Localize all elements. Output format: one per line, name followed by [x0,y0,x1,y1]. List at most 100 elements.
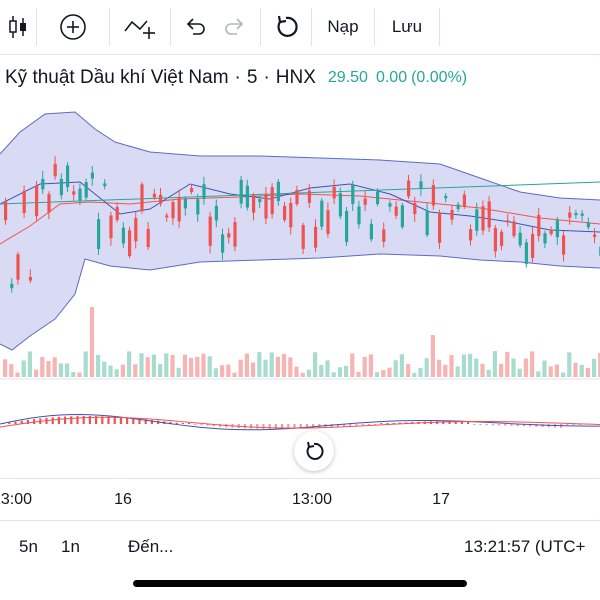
volume-bar [548,366,553,377]
volume-bar [381,370,386,377]
volume-bar [127,351,132,377]
volume-bar [232,372,237,377]
volume-bar [201,353,206,377]
volume-bar [207,356,212,377]
candle [16,251,20,285]
macd-bar [479,424,482,426]
candle [400,202,404,230]
range-5d-button[interactable]: 5n [19,537,38,556]
candle [78,183,82,206]
macd-bar [132,418,135,424]
volume-bar [114,369,119,377]
reset-chart-icon[interactable] [261,0,311,54]
volume-bar [598,352,600,377]
top-toolbar: Nạp Lưu [0,0,600,55]
candle [568,206,572,225]
go-to-date-button[interactable]: Đến... [128,537,174,556]
macd-bar [473,424,476,425]
candle [506,214,510,227]
candle [239,175,243,209]
candle [109,211,113,246]
separator-dot: · [263,67,270,88]
volume-bar [108,365,113,377]
candle [543,230,547,249]
volume-bar [412,372,417,377]
volume-bar [195,356,200,377]
macd-bar [349,424,352,426]
candle [4,197,8,225]
x-tick-label: 17 [432,491,450,508]
candle [481,200,485,236]
volume-bar [455,366,460,377]
candle [586,217,590,230]
macd-bar [454,420,457,424]
volume-bar [406,364,411,377]
volume-bar [486,369,491,377]
candle [593,228,597,244]
candle [332,179,336,205]
symbol-title[interactable]: Kỹ thuật Dầu khí Việt Nam [5,67,229,88]
volume-bar [269,352,274,377]
candle [35,180,39,222]
macd-bar [522,424,525,427]
macd-bar [150,419,153,424]
candle [574,209,578,219]
time-zone-clock[interactable]: 13:21:57 (UTC+ [464,537,586,556]
macd-histogram [2,416,581,429]
macd-bar [374,424,377,425]
candle [258,195,262,209]
macd-bar [188,423,191,424]
macd-bar [250,424,253,429]
candle [53,156,57,180]
volume-bar [468,353,473,377]
volume-bar [325,360,330,377]
candles [4,156,600,293]
add-indicator-icon[interactable] [37,0,109,54]
volume-bar [536,371,541,377]
range-1d-button[interactable]: 1n [61,537,80,556]
macd-bar [504,424,507,426]
candlestick-icon[interactable] [0,0,36,54]
macd-bar [20,420,23,424]
volume-bar [182,354,187,377]
macd-bar [57,416,60,424]
undo-icon[interactable] [176,0,216,54]
volume-bar [368,354,373,377]
x-tick-label: 16 [114,491,132,508]
volume-bar [170,354,175,377]
compare-icon[interactable] [110,0,170,54]
candle [419,174,423,197]
candle [47,191,51,220]
candle [469,224,473,246]
candle [369,219,373,242]
candle [264,186,268,225]
macd-bar [194,424,197,425]
price-chart[interactable] [0,94,600,478]
candle [493,224,497,258]
macd-bar [175,422,178,424]
volume-bar [52,357,57,377]
macd-bar [82,416,85,424]
candle [376,188,380,207]
volume-bar [27,351,32,377]
bottom-bar: 5n 1n Đến... 13:21:57 (UTC+ [0,520,600,571]
redo-icon[interactable] [214,0,254,54]
save-button[interactable]: Lưu [391,17,423,36]
macd-bar [578,424,581,425]
candle [208,211,212,254]
load-button[interactable]: Nạp [327,17,359,36]
candle [159,188,163,207]
volume-bar [226,364,231,377]
volume-bar [164,353,169,377]
interval-label[interactable]: 5 [246,67,258,88]
macd-bar [200,424,203,426]
bollinger-lower-line [0,253,600,351]
volume-bar [331,372,336,377]
candle [289,197,293,235]
reset-view-button[interactable] [294,431,334,471]
volume-bar [151,354,156,377]
candle [214,199,218,228]
volume-bar [263,359,268,377]
volume-bars [3,307,600,377]
candle [121,222,125,249]
